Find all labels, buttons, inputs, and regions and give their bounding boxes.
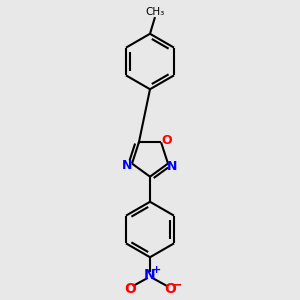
Text: O: O	[161, 134, 172, 147]
Text: O: O	[124, 282, 136, 296]
Text: +: +	[152, 265, 161, 275]
Text: −: −	[171, 277, 183, 291]
Text: CH₃: CH₃	[145, 7, 164, 17]
Text: N: N	[144, 268, 156, 282]
Text: N: N	[167, 160, 177, 173]
Text: O: O	[164, 282, 176, 296]
Text: N: N	[122, 159, 133, 172]
